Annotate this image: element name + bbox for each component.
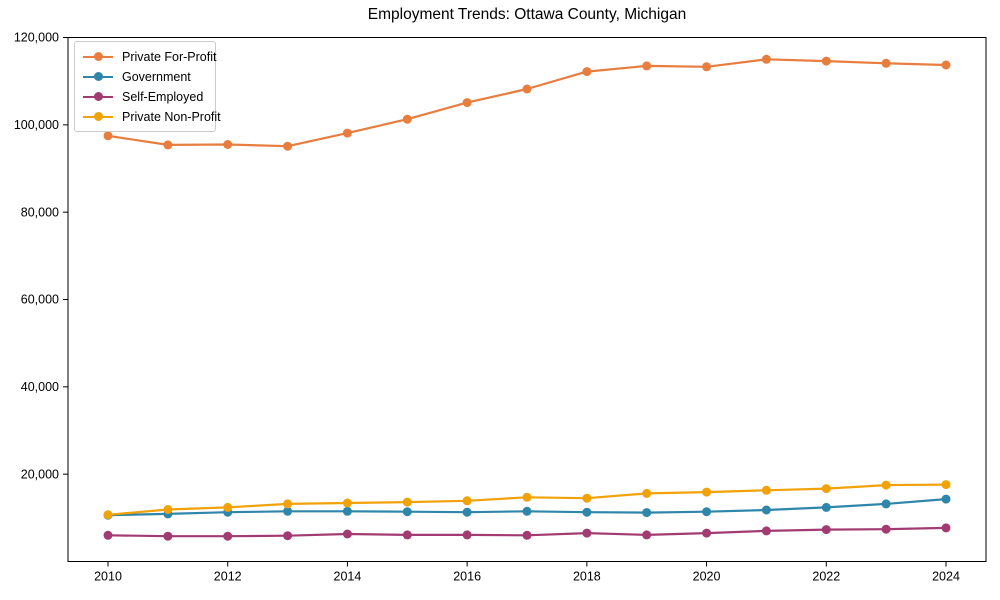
- line-marker-icon: [83, 112, 113, 122]
- line-marker-icon: [83, 92, 113, 102]
- data-point-marker: [642, 61, 652, 71]
- data-point-marker: [702, 62, 712, 72]
- data-point-marker: [342, 128, 352, 138]
- x-tick-label: 2012: [214, 570, 242, 584]
- line-marker-icon: [83, 72, 113, 82]
- data-point-marker: [881, 58, 891, 68]
- data-point-marker: [283, 531, 293, 541]
- data-point-marker: [163, 505, 173, 514]
- x-tick-label: 2010: [94, 570, 122, 584]
- data-point-marker: [103, 131, 113, 141]
- x-tick-label: 2020: [693, 570, 721, 584]
- data-point-marker: [761, 485, 771, 495]
- data-point-marker: [941, 494, 951, 504]
- data-point-marker: [103, 510, 113, 520]
- data-point-marker: [342, 498, 352, 508]
- data-point-marker: [702, 487, 712, 497]
- data-point-marker: [582, 507, 592, 517]
- data-point-marker: [582, 67, 592, 77]
- legend-label: Government: [122, 69, 191, 84]
- data-point-marker: [223, 140, 233, 149]
- data-point-marker: [881, 524, 891, 534]
- legend-item-private-non-profit: Private Non-Profit: [83, 109, 221, 124]
- data-point-marker: [462, 507, 472, 517]
- data-point-marker: [283, 141, 293, 151]
- data-point-marker: [522, 492, 532, 502]
- x-tick-label: 2016: [453, 570, 481, 584]
- data-point-marker: [941, 60, 951, 70]
- line-marker-icon: [83, 52, 113, 62]
- y-tick-label: 40,000: [21, 380, 59, 394]
- data-point-marker: [881, 499, 891, 509]
- data-point-marker: [821, 484, 831, 494]
- data-point-marker: [342, 506, 352, 516]
- data-point-marker: [342, 529, 352, 539]
- data-point-marker: [642, 488, 652, 498]
- y-tick-label: 100,000: [14, 118, 59, 132]
- data-point-marker: [582, 493, 592, 503]
- data-point-marker: [163, 140, 173, 150]
- data-point-marker: [522, 506, 532, 516]
- data-point-marker: [223, 531, 233, 541]
- data-point-marker: [163, 531, 173, 541]
- data-point-marker: [462, 530, 472, 540]
- data-point-marker: [283, 506, 293, 516]
- data-point-marker: [402, 530, 412, 540]
- data-point-marker: [821, 502, 831, 512]
- data-point-marker: [702, 528, 712, 538]
- data-point-marker: [582, 528, 592, 538]
- legend-item-government: Government: [83, 69, 207, 84]
- chart-title: Employment Trends: Ottawa County, Michig…: [367, 6, 687, 23]
- data-point-marker: [761, 505, 771, 515]
- x-tick-label: 2022: [812, 570, 840, 584]
- x-tick-label: 2014: [334, 570, 362, 584]
- data-point-marker: [761, 526, 771, 536]
- data-point-marker: [642, 508, 652, 518]
- y-tick-label: 80,000: [21, 205, 59, 219]
- x-tick-label: 2024: [932, 570, 960, 584]
- data-point-marker: [402, 507, 412, 517]
- data-point-marker: [283, 499, 293, 509]
- data-point-marker: [462, 98, 472, 108]
- legend: Private For-Profit Government Self-Emplo…: [74, 41, 221, 132]
- data-point-marker: [223, 502, 233, 512]
- data-point-marker: [821, 56, 831, 66]
- legend-label: Private For-Profit: [122, 49, 217, 64]
- data-point-marker: [941, 523, 951, 533]
- data-point-marker: [462, 496, 472, 506]
- data-point-marker: [821, 525, 831, 535]
- legend-label: Private Non-Profit: [122, 109, 221, 124]
- legend-item-self-employed: Self-Employed: [83, 89, 207, 104]
- data-point-marker: [522, 84, 532, 94]
- series-line-private-for-profit: [107, 58, 947, 148]
- axes-frame: [67, 37, 987, 562]
- data-point-marker: [702, 507, 712, 517]
- data-point-marker: [402, 497, 412, 507]
- data-point-marker: [522, 530, 532, 540]
- legend-item-private-for-profit: Private For-Profit: [83, 49, 216, 64]
- data-point-marker: [761, 54, 771, 64]
- data-point-marker: [103, 530, 113, 540]
- y-tick-label: 20,000: [21, 467, 59, 481]
- x-tick-label: 2018: [573, 570, 601, 584]
- data-point-marker: [941, 480, 951, 490]
- data-point-marker: [402, 114, 412, 124]
- legend-label: Self-Employed: [122, 89, 204, 104]
- data-point-marker: [881, 480, 891, 490]
- y-tick-label: 60,000: [21, 293, 59, 307]
- y-tick-label: 120,000: [14, 31, 59, 45]
- data-point-marker: [642, 530, 652, 540]
